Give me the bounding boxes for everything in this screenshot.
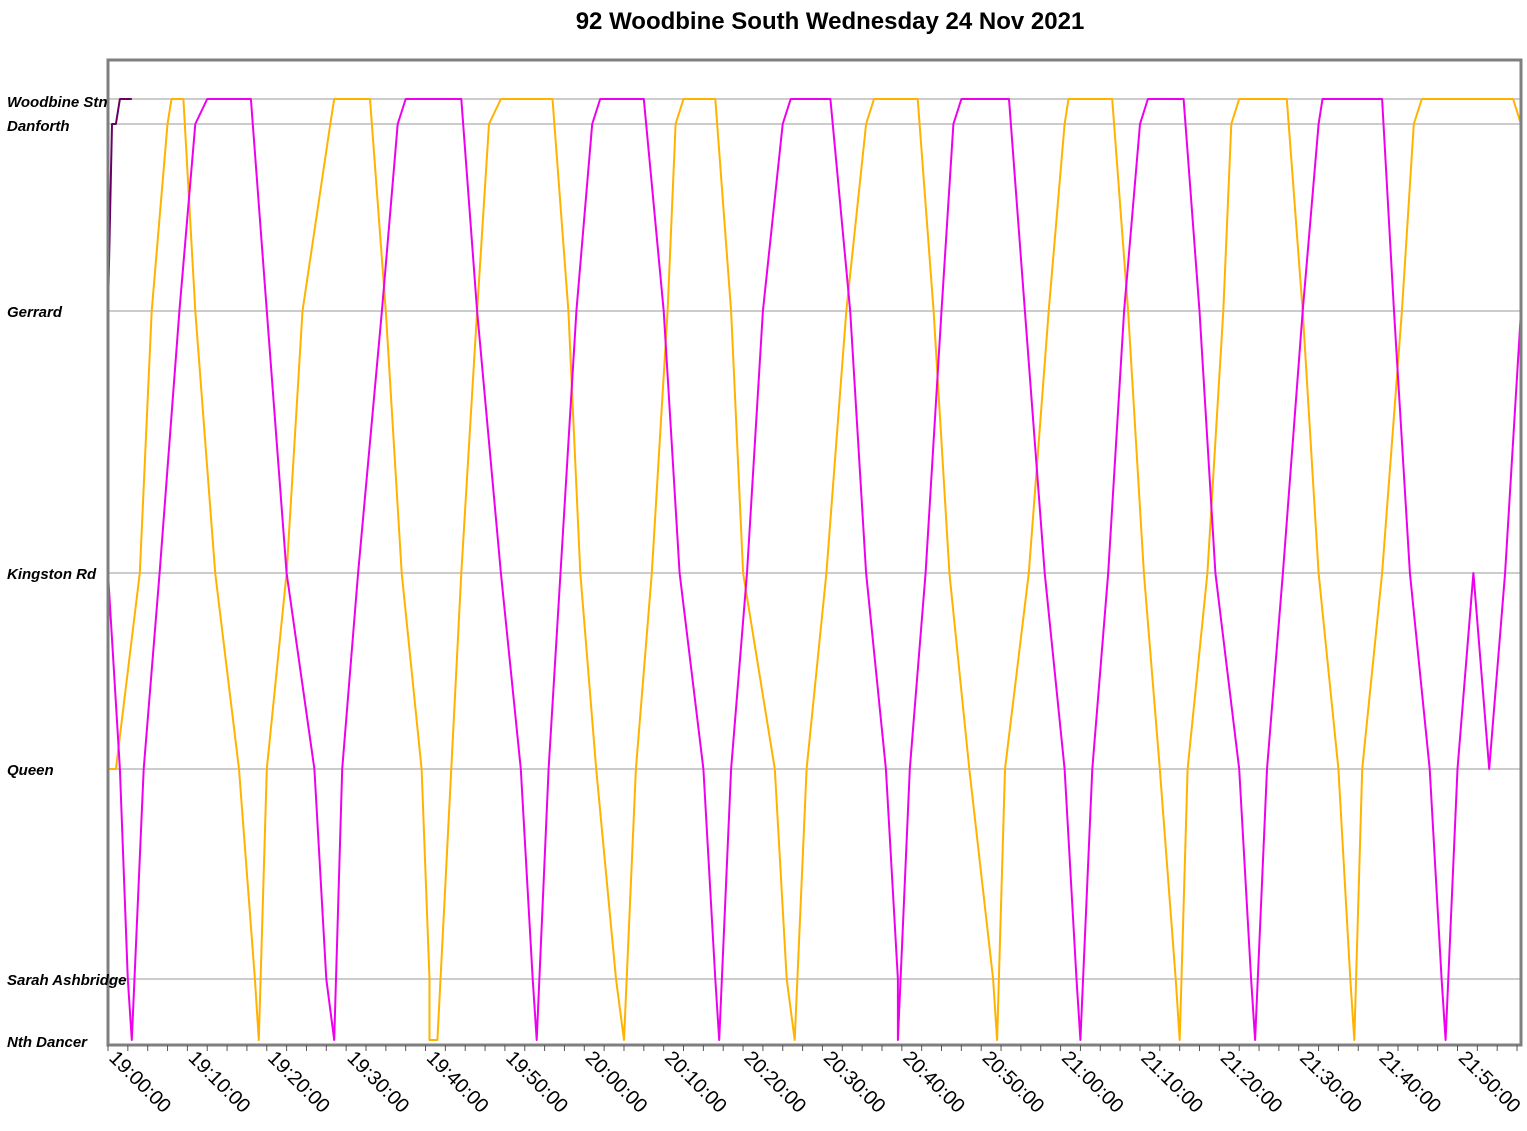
x-tick-label: 20:40:00 <box>898 1047 969 1118</box>
series-lines <box>107 98 1522 1041</box>
x-tick-label: 21:20:00 <box>1216 1047 1287 1118</box>
x-tick-label: 20:10:00 <box>660 1047 731 1118</box>
series-line-0 <box>108 98 1522 1041</box>
stop-label: Gerrard <box>7 304 63 321</box>
stop-label: Nth Dancer <box>7 1034 88 1051</box>
stop-label: Queen <box>7 762 54 779</box>
x-tick-label: 20:20:00 <box>740 1047 811 1118</box>
stop-label: Kingston Rd <box>7 566 97 583</box>
x-tick-label: 21:40:00 <box>1375 1047 1446 1118</box>
x-axis-ticks: 19:00:00 19:10:00 19:20:00 19:30:00 19:40:00… <box>104 1045 1525 1118</box>
x-tick-label: 19:10:00 <box>184 1047 255 1118</box>
stop-label: Danforth <box>7 118 70 135</box>
x-tick-label: 21:00:00 <box>1057 1047 1128 1118</box>
x-tick-label: 21:10:00 <box>1136 1047 1207 1118</box>
x-tick-label: 19:20:00 <box>263 1047 334 1118</box>
x-tick-label: 20:30:00 <box>819 1047 890 1118</box>
x-tick-label: 19:50:00 <box>501 1047 572 1118</box>
x-tick-label: 20:50:00 <box>978 1047 1049 1118</box>
x-tick-label: 20:00:00 <box>581 1047 652 1118</box>
stop-label: Sarah Ashbridge <box>7 972 126 989</box>
x-tick-label: 21:50:00 <box>1454 1047 1525 1118</box>
x-tick-label: 19:40:00 <box>422 1047 493 1118</box>
series-line-1 <box>107 98 1522 1041</box>
x-tick-label: 19:00:00 <box>104 1047 175 1118</box>
x-tick-label: 21:30:00 <box>1295 1047 1366 1118</box>
stop-labels: Woodbine Stn Danforth Gerrard Kingston Rd Qu… <box>7 94 126 1051</box>
series-line-2 <box>107 98 132 312</box>
x-tick-label: 19:30:00 <box>343 1047 414 1118</box>
stop-label: Woodbine Stn <box>7 94 108 111</box>
chart-title: 92 Woodbine South Wednesday 24 Nov 2021 <box>575 8 1085 35</box>
plot-frame <box>106 58 1523 1047</box>
